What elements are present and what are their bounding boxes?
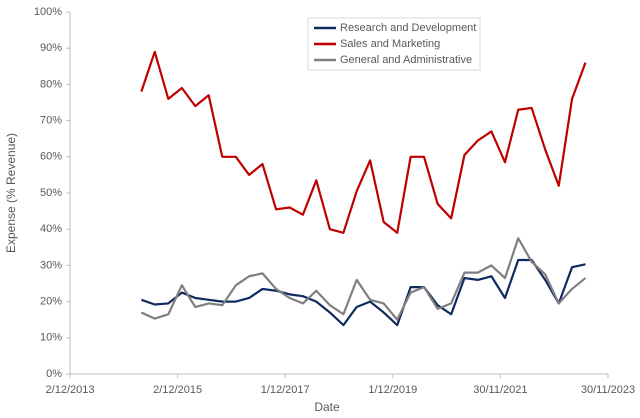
x-tick-label: 30/11/2021 xyxy=(473,384,527,396)
y-tick-label: 30% xyxy=(40,259,62,271)
x-tick-label: 30/11/2023 xyxy=(581,384,635,396)
legend-label: General and Administrative xyxy=(340,54,472,66)
x-tick-label: 1/12/2017 xyxy=(261,384,310,396)
y-tick-label: 80% xyxy=(40,78,62,90)
series-line xyxy=(140,258,586,327)
y-tick-label: 0% xyxy=(46,368,62,380)
series-line xyxy=(140,50,587,234)
y-tick-label: 10% xyxy=(40,332,62,344)
y-tick-label: 90% xyxy=(40,42,62,54)
y-tick-label: 70% xyxy=(40,115,62,127)
y-tick-label: 40% xyxy=(40,223,62,235)
y-tick-label: 100% xyxy=(34,6,62,18)
x-tick-label: 2/12/2013 xyxy=(46,384,95,396)
legend-label: Research and Development xyxy=(340,22,476,34)
x-tick-label: 1/12/2019 xyxy=(368,384,417,396)
legend-label: Sales and Marketing xyxy=(340,38,440,50)
y-tick-label: 50% xyxy=(40,187,62,199)
y-axis-label: Expense (% Revenue) xyxy=(4,133,18,253)
x-axis-label: Date xyxy=(314,400,340,414)
y-tick-label: 20% xyxy=(40,296,62,308)
y-tick-label: 60% xyxy=(40,151,62,163)
x-tick-label: 2/12/2015 xyxy=(153,384,202,396)
series-line xyxy=(140,237,587,321)
legend-box xyxy=(307,17,481,71)
